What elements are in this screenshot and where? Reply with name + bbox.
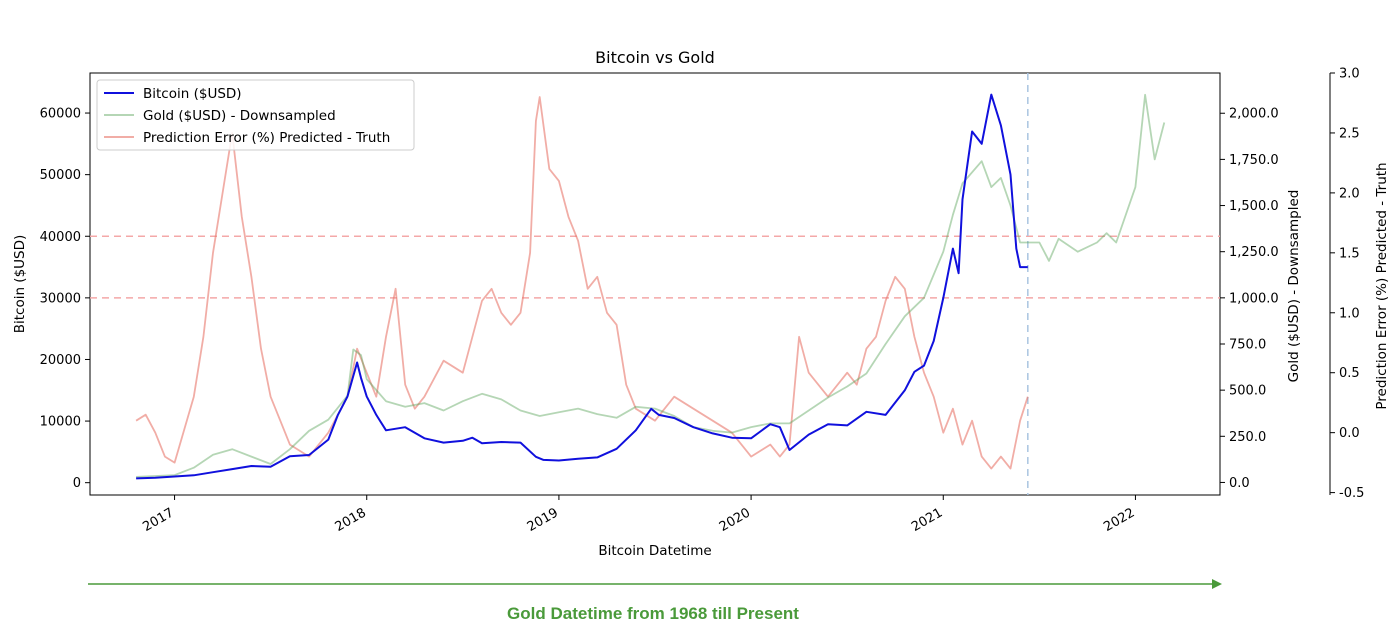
series-layer [135,93,1166,480]
gold-tick-label: 1,250.0 [1229,245,1279,260]
gold-tick-label: 1,000.0 [1229,291,1279,306]
error-tick-label: 0.0 [1339,426,1360,441]
legend-label-bitcoin: Bitcoin ($USD) [143,86,242,102]
x-tick-label-2017: 2017 [140,505,176,535]
left-tick-label: 40000 [40,230,81,245]
right-axis-title-error: Prediction Error (%) Predicted - Truth [1374,162,1390,409]
gold-tick-label: 1,500.0 [1229,199,1279,214]
x-tick-label-2018: 2018 [333,505,369,535]
error-tick-label: 1.5 [1339,246,1360,261]
reference-lines [90,73,1220,495]
chart-title: Bitcoin vs Gold [595,48,715,67]
gold-datetime-arrowhead [1212,579,1222,589]
gold-tick-label: 0.0 [1229,476,1250,491]
left-tick-label: 10000 [40,415,81,430]
gold-datetime-label: Gold Datetime from 1968 till Present [507,604,799,623]
legend-label-error: Prediction Error (%) Predicted - Truth [143,130,390,146]
error-tick-label: -0.5 [1339,486,1364,501]
gold-tick-label: 500.0 [1229,384,1266,399]
left-tick-label: 20000 [40,353,81,368]
gold-tick-label: 2,000.0 [1229,107,1279,122]
x-axis-title: Bitcoin Datetime [598,543,711,559]
x-tick-label-2021: 2021 [909,505,945,535]
x-tick-label-2019: 2019 [525,505,561,535]
gold-line [136,93,1166,478]
x-tick-label-2020: 2020 [717,505,753,535]
legend: Bitcoin ($USD) Gold ($USD) - Downsampled… [96,79,415,151]
legend-label-gold: Gold ($USD) - Downsampled [143,108,336,124]
error-tick-label: 0.5 [1339,366,1360,381]
left-tick-label: 30000 [40,291,81,306]
left-tick-label: 50000 [40,168,81,183]
gold-tick-label: 250.0 [1229,430,1266,445]
error-tick-label: 2.0 [1339,186,1360,201]
x-tick-label-2022: 2022 [1101,505,1137,535]
left-tick-label: 0 [73,476,81,491]
gold-tick-label: 1,750.0 [1229,153,1279,168]
left-tick-label: 60000 [40,107,81,122]
error-tick-label: 3.0 [1339,67,1360,82]
plot-area [89,72,1221,496]
right-axis-title-gold: Gold ($USD) - Downsampled [1286,190,1302,383]
error-tick-label: 2.5 [1339,126,1360,141]
left-axis-title: Bitcoin ($USD) [12,235,28,334]
legend-box [96,79,415,151]
bitcoin-line [136,93,1028,480]
error-tick-label: 1.0 [1339,306,1360,321]
gold-tick-label: 750.0 [1229,337,1266,352]
prediction-error-line [135,96,1029,470]
